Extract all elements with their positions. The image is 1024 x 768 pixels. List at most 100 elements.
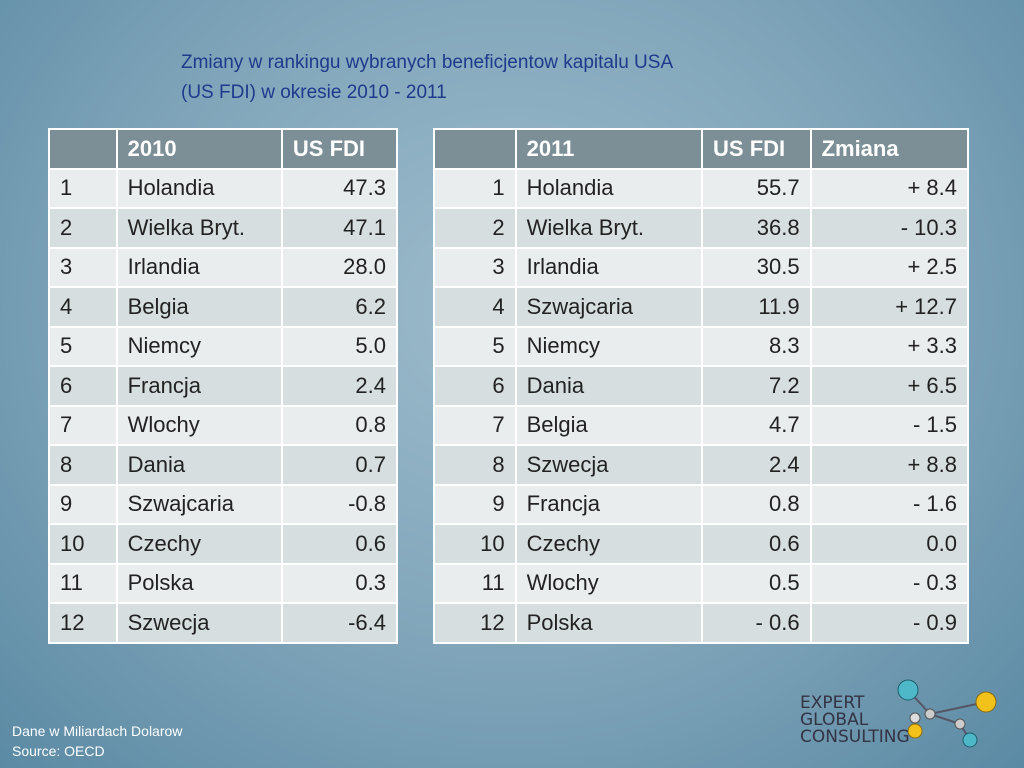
cell: + 3.3 bbox=[809, 325, 970, 367]
cell: 0.7 bbox=[280, 444, 399, 486]
table-row: 8 Szwecja 2.4 + 8.8 bbox=[433, 444, 970, 486]
table-row: 10 Czechy 0.6 bbox=[48, 523, 399, 565]
cell: Szwecja bbox=[115, 602, 283, 644]
table-2010: 2010 US FDI 1 Holandia 47.3 2 Wielka Bryt. 47.1… bbox=[48, 128, 399, 644]
cell: 9 bbox=[48, 483, 118, 525]
cell: Francja bbox=[514, 483, 704, 525]
cell: + 12.7 bbox=[809, 286, 970, 328]
cell: 3 bbox=[48, 246, 118, 288]
table-row: 8 Dania 0.7 bbox=[48, 444, 399, 486]
cell: 0.6 bbox=[280, 523, 399, 565]
table-row: 6 Francja 2.4 bbox=[48, 365, 399, 407]
cell: 1 bbox=[433, 167, 517, 209]
cell: - 1.5 bbox=[809, 404, 970, 446]
header-cell: 2011 bbox=[514, 128, 704, 170]
cell: Czechy bbox=[514, 523, 704, 565]
cell: 5 bbox=[433, 325, 517, 367]
title-line: (US FDI) w okresie 2010 - 2011 bbox=[181, 82, 447, 103]
table-row: 2 Wielka Bryt. 47.1 bbox=[48, 207, 399, 249]
header-row: 2010 US FDI bbox=[48, 128, 399, 170]
cell: 47.3 bbox=[280, 167, 399, 209]
cell: Dania bbox=[115, 444, 283, 486]
cell: Szwecja bbox=[514, 444, 704, 486]
cell: Francja bbox=[115, 365, 283, 407]
cell: 7 bbox=[433, 404, 517, 446]
cell: 55.7 bbox=[701, 167, 812, 209]
cell: 11.9 bbox=[701, 286, 812, 328]
cell: 4 bbox=[48, 286, 118, 328]
table-row: 6 Dania 7.2 + 6.5 bbox=[433, 365, 970, 407]
cell: - 0.3 bbox=[809, 562, 970, 604]
cell: - 0.9 bbox=[809, 602, 970, 644]
cell: 0.8 bbox=[701, 483, 812, 525]
table-row: 12 Polska - 0.6- 0.9 bbox=[433, 602, 970, 644]
cell: Holandia bbox=[115, 167, 283, 209]
cell: 28.0 bbox=[280, 246, 399, 288]
footer-source: Source: OECD bbox=[12, 743, 105, 759]
cell: Holandia bbox=[514, 167, 704, 209]
cell: -6.4 bbox=[280, 602, 399, 644]
cell: 7 bbox=[48, 404, 118, 446]
cell: Belgia bbox=[115, 286, 283, 328]
cell: 8 bbox=[48, 444, 118, 486]
table-row: 1 Holandia 47.3 bbox=[48, 167, 399, 209]
table-row: 4 Szwajcaria 11.9 + 12.7 bbox=[433, 286, 970, 328]
cell: Wielka Bryt. bbox=[115, 207, 283, 249]
cell: Wlochy bbox=[514, 562, 704, 604]
cell: 8 bbox=[433, 444, 517, 486]
cell: 6.2 bbox=[280, 286, 399, 328]
cell: 12 bbox=[433, 602, 517, 644]
table-row: 3 Irlandia 28.0 bbox=[48, 246, 399, 288]
cell: 5 bbox=[48, 325, 118, 367]
logo: EXPERT GLOBAL CONSULTING bbox=[800, 679, 997, 748]
cell: 0.6 bbox=[701, 523, 812, 565]
cell: Dania bbox=[514, 365, 704, 407]
table-row: 11 Wlochy 0.5- 0.3 bbox=[433, 562, 970, 604]
table-row: 7 Belgia 4.7- 1.5 bbox=[433, 404, 970, 446]
cell: Niemcy bbox=[514, 325, 704, 367]
header-cell: US FDI bbox=[701, 128, 812, 170]
table-row: 2 Wielka Bryt. 36.8- 10.3 bbox=[433, 207, 970, 249]
table-row: 9 Francja 0.8- 1.6 bbox=[433, 483, 970, 525]
cell: 30.5 bbox=[701, 246, 812, 288]
logo-text: CONSULTING bbox=[800, 727, 910, 747]
cell: 0.3 bbox=[280, 562, 399, 604]
cell: Polska bbox=[514, 602, 704, 644]
logo-text: EXPERT bbox=[800, 693, 865, 713]
cell: 2 bbox=[433, 207, 517, 249]
cell: 4 bbox=[433, 286, 517, 328]
cell: 6 bbox=[433, 365, 517, 407]
cell: 2 bbox=[48, 207, 118, 249]
cell: 10 bbox=[433, 523, 517, 565]
cell: 0.5 bbox=[701, 562, 812, 604]
header-cell: US FDI bbox=[280, 128, 399, 170]
cell: 8.3 bbox=[701, 325, 812, 367]
table-row: 3 Irlandia 30.5 + 2.5 bbox=[433, 246, 970, 288]
cell: 11 bbox=[433, 562, 517, 604]
cell: Szwajcaria bbox=[514, 286, 704, 328]
table-2011: 2011 US FDI Zmiana 1 Holandia 55.7 + 8.4 2 Wielk… bbox=[433, 128, 970, 644]
cell: Belgia bbox=[514, 404, 704, 446]
table-row: 9 Szwajcaria -0.8 bbox=[48, 483, 399, 525]
cell: Polska bbox=[115, 562, 283, 604]
cell: 3 bbox=[433, 246, 517, 288]
cell: + 6.5 bbox=[809, 365, 970, 407]
cell: 12 bbox=[48, 602, 118, 644]
cell: 4.7 bbox=[701, 404, 812, 446]
cell: Wielka Bryt. bbox=[514, 207, 704, 249]
cell: Szwajcaria bbox=[115, 483, 283, 525]
table-row: 12 Szwecja -6.4 bbox=[48, 602, 399, 644]
table-row: 5 Niemcy 5.0 bbox=[48, 325, 399, 367]
header-row: 2011 US FDI Zmiana bbox=[433, 128, 970, 170]
cell: 11 bbox=[48, 562, 118, 604]
title-line: Zmiany w rankingu wybranych beneficjento… bbox=[181, 52, 674, 73]
header-cell: 2010 bbox=[115, 128, 283, 170]
cell: + 2.5 bbox=[809, 246, 970, 288]
cell: 2.4 bbox=[280, 365, 399, 407]
cell: 1 bbox=[48, 167, 118, 209]
cell: 7.2 bbox=[701, 365, 812, 407]
cell: - 10.3 bbox=[809, 207, 970, 249]
cell: Wlochy bbox=[115, 404, 283, 446]
footer-note: Dane w Miliardach Dolarow bbox=[12, 723, 183, 739]
